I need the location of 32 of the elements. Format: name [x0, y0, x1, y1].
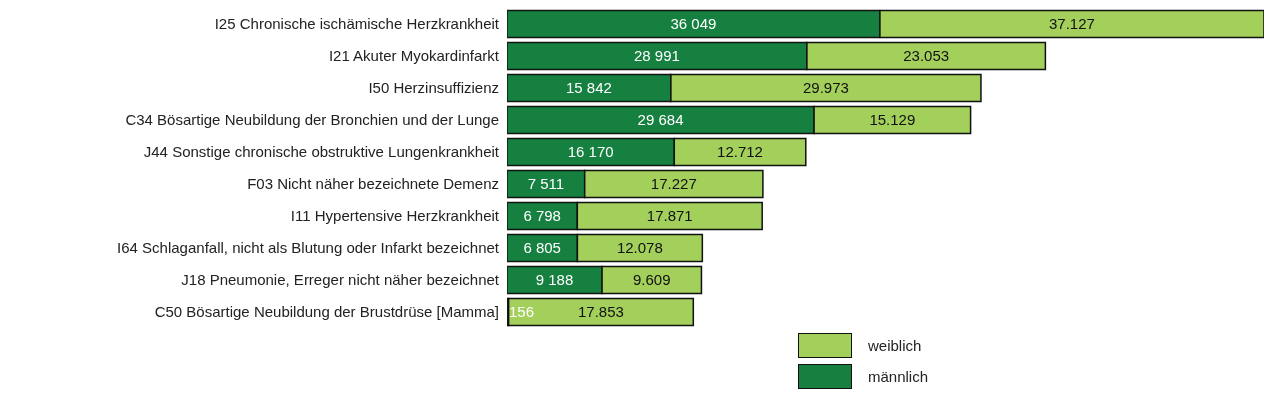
y-tick-label: C34 Bösartige Neubildung der Bronchien und der Lunge: [125, 111, 499, 129]
y-tick-label: C50 Bösartige Neubildung der Brustdrüse [Mamma]: [154, 303, 499, 321]
y-tick-label: I25 Chronische ischämische Herzkrankheit: [214, 15, 500, 33]
data-label: 17.853: [578, 303, 624, 321]
y-tick-label: I11 Hypertensive Herzkrankheit: [290, 207, 500, 225]
data-label: 17.871: [646, 207, 693, 225]
legend-label: weiblich: [868, 337, 922, 354]
y-tick-label: I64 Schlaganfall, nicht als Blutung oder Infarkt bezeichnet: [117, 239, 500, 257]
data-label: 37.127: [1049, 15, 1095, 33]
legend-label: männlich: [868, 368, 929, 385]
data-label: 23.053: [903, 47, 950, 65]
data-label: 6 805: [523, 239, 561, 257]
data-label: 29 684: [637, 111, 684, 129]
data-label: 17.227: [650, 175, 697, 193]
y-tick-label: I50 Herzinsuffizienz: [368, 79, 499, 97]
y-tick-label: J18 Pneumonie, Erreger nicht näher bezeichnet: [181, 271, 500, 289]
data-label: 15 842: [566, 79, 612, 97]
data-label: 15.129: [869, 111, 916, 129]
data-label: 36 049: [670, 15, 717, 33]
data-label: 9 188: [535, 271, 574, 289]
y-tick-label: J44 Sonstige chronische obstruktive Lungenkrankheit: [143, 143, 500, 161]
data-label: 156: [509, 303, 535, 321]
data-label: 12.078: [616, 239, 663, 257]
data-label: 7 511: [527, 175, 565, 193]
y-tick-label: I21 Akuter Myokardinfarkt: [328, 47, 500, 65]
data-label: 28 991: [634, 47, 680, 65]
y-tick-label: F03 Nicht näher bezeichnete Demenz: [247, 175, 499, 193]
data-label: 29.973: [802, 79, 849, 97]
data-label: 6 798: [523, 207, 561, 225]
data-label: 12.712: [717, 143, 763, 161]
data-label: 9.609: [632, 271, 671, 289]
data-label: 16 170: [567, 143, 614, 161]
